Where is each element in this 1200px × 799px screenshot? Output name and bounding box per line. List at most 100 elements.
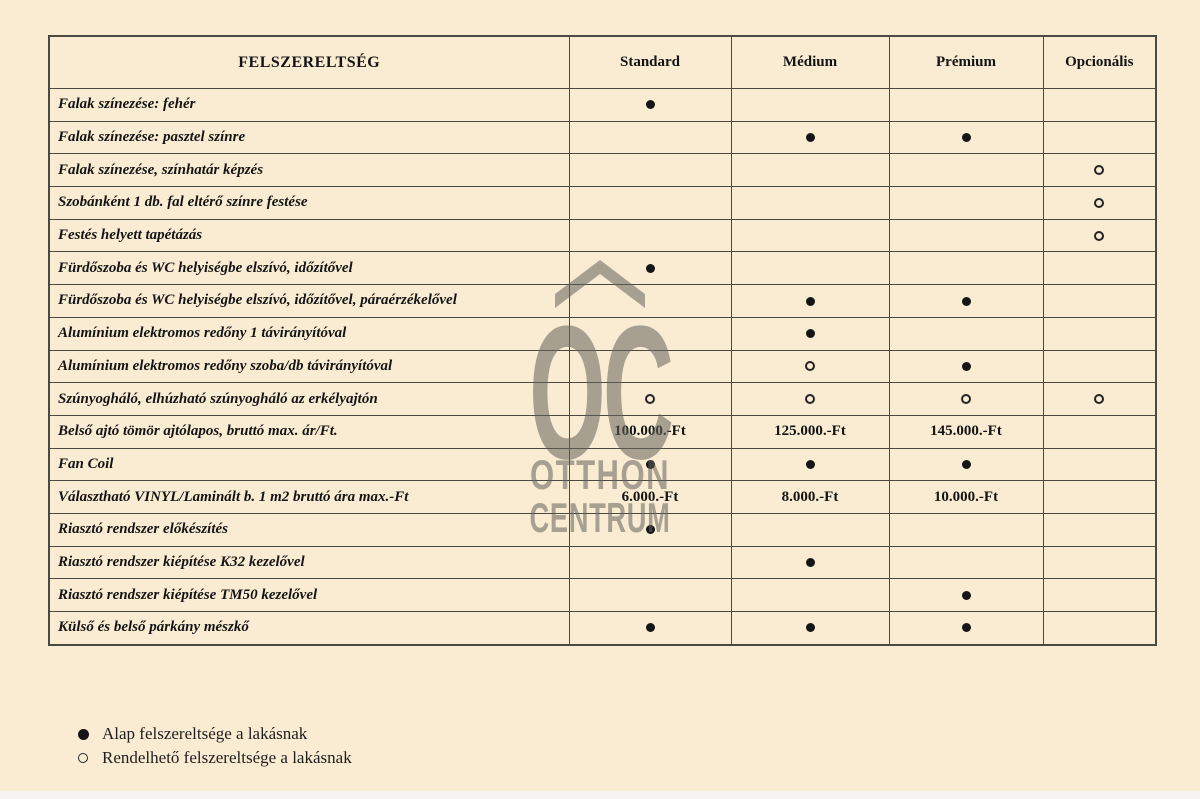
column-header-medium: Médium <box>730 35 890 89</box>
filled-dot-icon <box>805 459 815 469</box>
table-row: Fürdőszoba és WC helyiségbe elszívó, idő… <box>48 284 1157 318</box>
cell-standard <box>568 610 732 646</box>
cell-medium <box>730 120 890 155</box>
filled-dot-icon <box>961 296 971 306</box>
filled-dot-icon <box>805 296 815 306</box>
cell-premium: 145.000.-Ft <box>888 414 1044 449</box>
cell-opcionalis <box>1042 382 1157 416</box>
cell-opcionalis <box>1042 316 1157 351</box>
table-row: Alumínium elektromos redőny 1 távirányít… <box>48 316 1157 351</box>
row-label: Választható VINYL/Laminált b. 1 m2 brutt… <box>48 480 570 514</box>
table-row: Riasztó rendszer előkészítés <box>48 512 1157 547</box>
table-row: Külső és belső párkány mészkő <box>48 610 1157 646</box>
cell-standard <box>568 284 732 318</box>
row-label: Alumínium elektromos redőny szoba/db táv… <box>48 349 570 384</box>
equipment-table-container: FELSZERELTSÉG Standard Médium Prémium Op… <box>48 35 1157 646</box>
cell-medium: 8.000.-Ft <box>730 480 890 514</box>
cell-opcionalis <box>1042 284 1157 318</box>
table-row: Falak színezése: pasztel színre <box>48 120 1157 155</box>
cell-standard <box>568 382 732 416</box>
cell-standard <box>568 447 732 482</box>
cell-standard <box>568 349 732 384</box>
cell-opcionalis <box>1042 120 1157 155</box>
table-row: Szobánként 1 db. fal eltérő színre festé… <box>48 186 1157 220</box>
row-label: Belső ajtó tömör ajtólapos, bruttó max. … <box>48 414 570 449</box>
cell-premium <box>888 186 1044 220</box>
hollow-dot-icon <box>1094 230 1105 241</box>
hollow-dot-icon <box>1094 197 1105 208</box>
table-row: Falak színezése, színhatár képzés <box>48 153 1157 188</box>
cell-standard: 6.000.-Ft <box>568 480 732 514</box>
table-body: Falak színezése: fehér Falak színezése: p… <box>48 88 1157 646</box>
cell-medium: 125.000.-Ft <box>730 414 890 449</box>
filled-dot-icon <box>805 623 815 633</box>
filled-dot-icon <box>77 728 89 740</box>
filled-dot-icon <box>645 623 655 633</box>
row-label: Fürdőszoba és WC helyiségbe elszívó, idő… <box>48 284 570 318</box>
filled-dot-icon <box>645 100 655 110</box>
table-row: Választható VINYL/Laminált b. 1 m2 brutt… <box>48 480 1157 514</box>
cell-standard <box>568 120 732 155</box>
cell-medium <box>730 447 890 482</box>
cell-standard <box>568 218 732 253</box>
cell-premium <box>888 88 1044 122</box>
cell-medium <box>730 349 890 384</box>
row-label: Külső és belső párkány mészkő <box>48 610 570 646</box>
table-row: Alumínium elektromos redőny szoba/db táv… <box>48 349 1157 384</box>
row-label: Szobánként 1 db. fal eltérő színre festé… <box>48 186 570 220</box>
table-row: Fürdőszoba és WC helyiségbe elszívó, idő… <box>48 251 1157 286</box>
cell-medium <box>730 578 890 612</box>
cell-standard <box>568 545 732 580</box>
equipment-table: FELSZERELTSÉG Standard Médium Prémium Op… <box>48 35 1157 646</box>
cell-opcionalis <box>1042 349 1157 384</box>
table-row: Szúnyogháló, elhúzható szúnyogháló az er… <box>48 382 1157 416</box>
row-label: Alumínium elektromos redőny 1 távirányít… <box>48 316 570 351</box>
cell-opcionalis <box>1042 251 1157 286</box>
filled-dot-icon <box>805 558 815 568</box>
table-row: Festés helyett tapétázás <box>48 218 1157 253</box>
cell-opcionalis <box>1042 578 1157 612</box>
filled-dot-icon <box>961 133 971 143</box>
row-label: Riasztó rendszer előkészítés <box>48 512 570 547</box>
column-header-premium: Prémium <box>888 35 1044 89</box>
legend: Alap felszereltsége a lakásnak Rendelhető… <box>76 722 352 770</box>
legend-item: Rendelhető felszereltsége a lakásnak <box>76 746 352 770</box>
filled-dot-icon <box>805 133 815 143</box>
cell-medium <box>730 545 890 580</box>
cell-standard <box>568 186 732 220</box>
cell-standard <box>568 578 732 612</box>
hollow-dot-icon <box>1094 394 1105 405</box>
filled-dot-icon <box>961 623 971 633</box>
cell-opcionalis <box>1042 447 1157 482</box>
filled-dot-icon <box>645 459 655 469</box>
cell-standard <box>568 316 732 351</box>
cell-opcionalis <box>1042 153 1157 188</box>
table-row: Belső ajtó tömör ajtólapos, bruttó max. … <box>48 414 1157 449</box>
filled-dot-icon <box>805 329 815 339</box>
cell-opcionalis <box>1042 512 1157 547</box>
cell-premium: 10.000.-Ft <box>888 480 1044 514</box>
cell-opcionalis <box>1042 218 1157 253</box>
cell-medium <box>730 251 890 286</box>
cell-premium <box>888 218 1044 253</box>
bottom-scan-strip <box>0 791 1200 799</box>
cell-standard <box>568 88 732 122</box>
hollow-dot-icon <box>1094 165 1105 176</box>
column-header-feature: FELSZERELTSÉG <box>48 35 570 89</box>
filled-dot-icon <box>961 361 971 371</box>
cell-premium <box>888 545 1044 580</box>
table-row: Riasztó rendszer kiépítése K32 kezelővel <box>48 545 1157 580</box>
row-label: Fan Coil <box>48 447 570 482</box>
cell-premium <box>888 512 1044 547</box>
filled-dot-icon <box>961 459 971 469</box>
cell-premium <box>888 251 1044 286</box>
cell-medium <box>730 382 890 416</box>
filled-dot-icon <box>645 525 655 535</box>
cell-medium <box>730 316 890 351</box>
hollow-dot-icon <box>961 394 971 405</box>
column-header-standard: Standard <box>568 35 732 89</box>
cell-premium <box>888 153 1044 188</box>
cell-standard <box>568 153 732 188</box>
cell-premium <box>888 120 1044 155</box>
cell-medium <box>730 284 890 318</box>
